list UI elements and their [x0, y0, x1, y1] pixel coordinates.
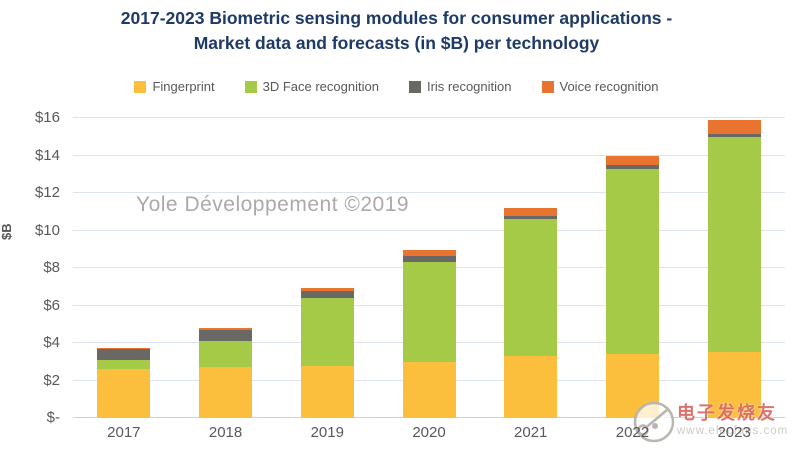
legend-swatch-icon	[541, 80, 554, 93]
elecfans-logo-icon	[633, 401, 675, 443]
legend-item-voice-recognition: Voice recognition	[541, 79, 659, 94]
legend: Fingerprint 3D Face recognition Iris recog…	[0, 79, 793, 94]
bar-2022	[605, 156, 659, 418]
bar-segment-fingerprint	[504, 356, 558, 418]
bar-segment-3d-face-recognition	[97, 359, 151, 370]
legend-swatch-icon	[244, 80, 257, 93]
bar-segment-3d-face-recognition	[504, 219, 558, 357]
bar-segment-voice-recognition	[300, 287, 354, 291]
bar-segment-voice-recognition	[97, 347, 151, 349]
y-axis-tick: $6	[43, 296, 60, 314]
x-axis-label: 2017	[107, 424, 141, 441]
y-axis-tick: $2	[43, 371, 60, 389]
y-axis-tick: $8	[43, 259, 60, 276]
bar-segment-3d-face-recognition	[300, 298, 354, 366]
legend-item-fingerprint: Fingerprint	[134, 79, 215, 94]
bar-segment-3d-face-recognition	[707, 136, 761, 353]
elecfans-text: 电子发烧友 www.elecfans.com	[677, 399, 788, 437]
y-axis-tick: $10	[34, 221, 60, 239]
legend-label: 3D Face recognition	[262, 79, 379, 94]
yole-watermark: Yole Développement ©2019	[136, 193, 410, 216]
legend-item-iris-recognition: Iris recognition	[408, 79, 512, 94]
bar-2018	[199, 328, 253, 418]
bar-segment-voice-recognition	[199, 328, 253, 330]
bar-segment-3d-face-recognition	[199, 341, 253, 368]
bar-segment-iris-recognition	[300, 290, 354, 298]
bar-segment-iris-recognition	[707, 133, 761, 137]
x-axis-label: 2018	[208, 424, 243, 441]
bar-segment-iris-recognition	[402, 255, 456, 263]
plot-area	[73, 117, 785, 418]
bar-segment-iris-recognition	[199, 329, 253, 342]
bar-segment-3d-face-recognition	[402, 262, 456, 362]
x-axis-label: 2019	[310, 424, 344, 441]
bar-2021	[504, 208, 558, 418]
gridline	[73, 117, 785, 118]
chart-title-line2: Market data and forecasts (in $B) per te…	[193, 32, 600, 53]
legend-label: Fingerprint	[152, 79, 215, 94]
gridline	[73, 229, 785, 231]
bar-2020	[402, 250, 456, 418]
bar-segment-fingerprint	[402, 361, 456, 418]
x-axis-label: 2022	[615, 424, 650, 441]
legend-label: Voice recognition	[559, 79, 659, 94]
bar-segment-voice-recognition	[605, 156, 659, 165]
bar-2023	[707, 119, 761, 418]
legend-item-3d-face-recognition: 3D Face recognition	[244, 79, 379, 94]
legend-swatch-icon	[408, 80, 421, 93]
y-axis-tick: $16	[34, 109, 60, 126]
bar-segment-voice-recognition	[402, 250, 456, 256]
bar-segment-iris-recognition	[605, 164, 659, 169]
legend-swatch-icon	[134, 80, 147, 93]
bar-2019	[300, 287, 354, 418]
chart-title-line1: 2017-2023 Biometric sensing modules for …	[120, 8, 673, 28]
elecfans-url: www.elecfans.com	[677, 425, 789, 437]
gridline	[73, 192, 785, 193]
x-axis-label: 2020	[412, 424, 446, 441]
x-axis-label: 2021	[514, 424, 548, 441]
bar-segment-iris-recognition	[97, 348, 151, 360]
x-axis-label: 2023	[717, 424, 751, 441]
bar-segment-voice-recognition	[707, 119, 761, 134]
bar-segment-fingerprint	[97, 369, 151, 418]
bar-segment-fingerprint	[300, 365, 354, 418]
bar-segment-fingerprint	[707, 352, 761, 418]
bar-segment-voice-recognition	[504, 208, 558, 216]
chart-title: 2017-2023 Biometric sensing modules for …	[0, 6, 793, 56]
legend-label: Iris recognition	[426, 79, 512, 94]
elecfans-name: 电子发烧友	[677, 403, 777, 423]
bar-2017	[97, 347, 151, 418]
elecfans-watermark: 电子发烧友 www.elecfans.com	[633, 393, 793, 455]
gridline	[73, 154, 785, 156]
y-axis-tick: $14	[34, 146, 60, 164]
y-axis-tick: $4	[43, 334, 60, 351]
bar-segment-3d-face-recognition	[605, 168, 659, 355]
bar-segment-fingerprint	[199, 367, 253, 418]
bar-segment-iris-recognition	[504, 215, 558, 220]
y-axis-tick: $-	[46, 409, 60, 426]
y-axis-tick: $12	[34, 184, 60, 201]
